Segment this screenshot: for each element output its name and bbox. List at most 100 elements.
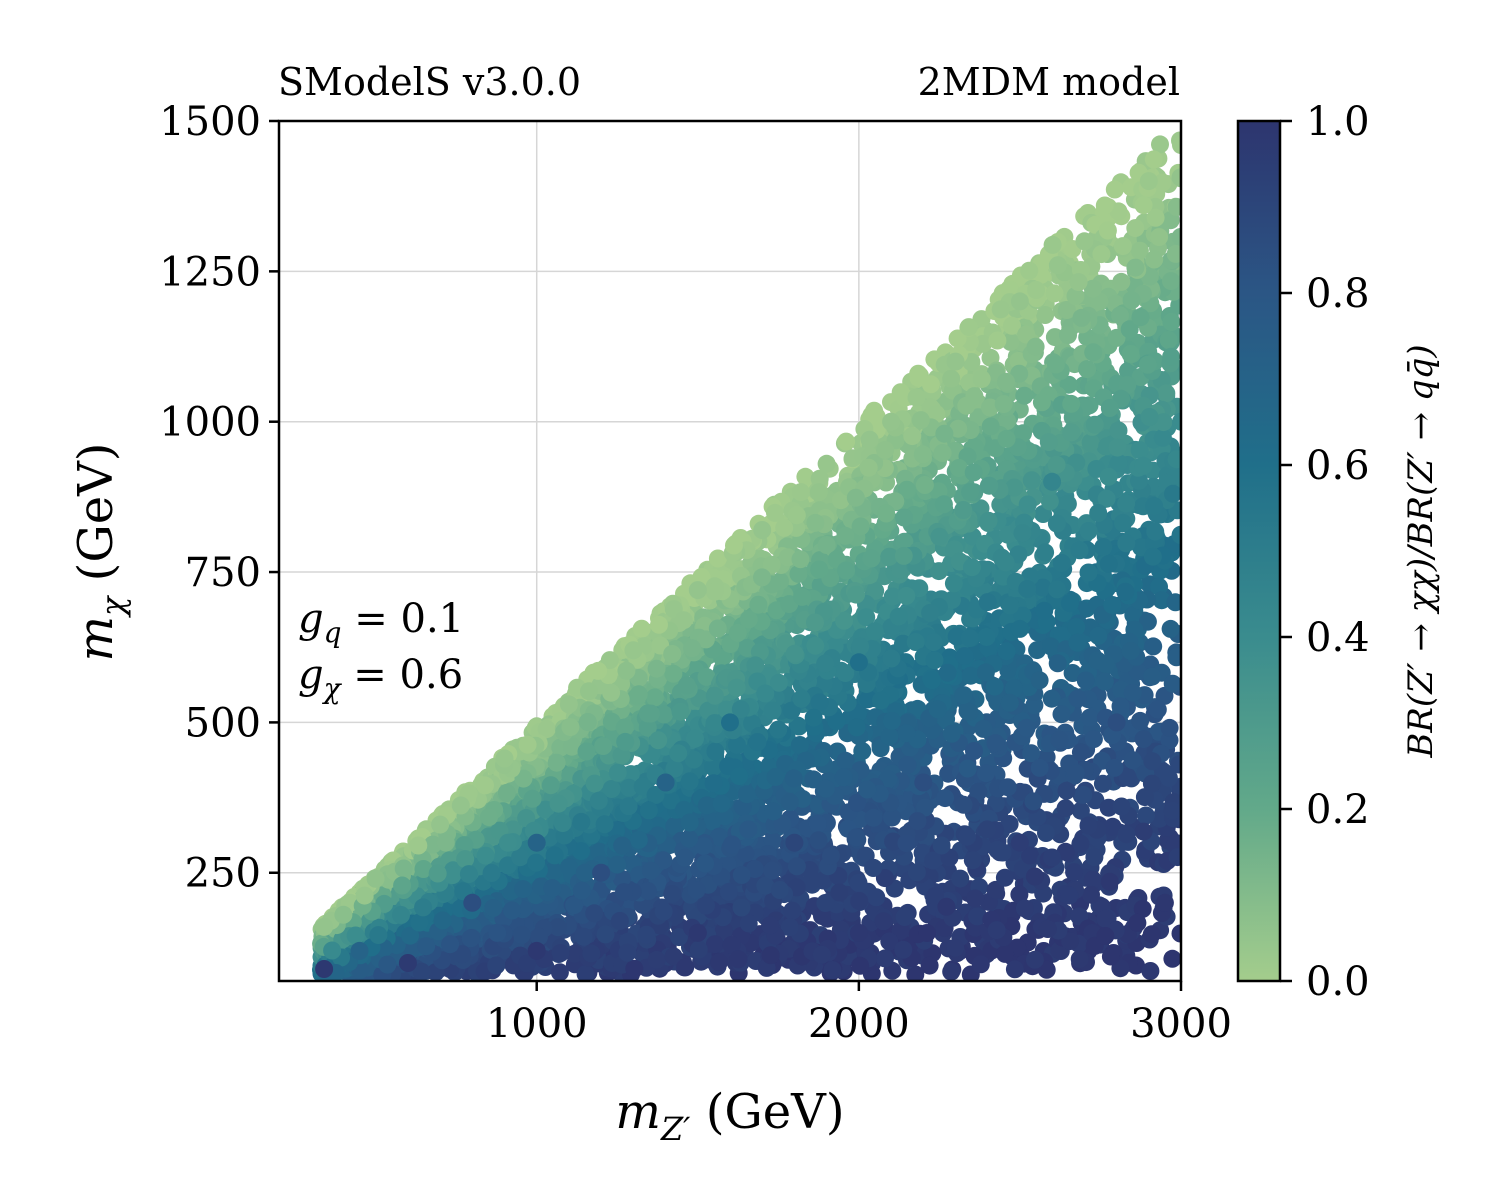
scatter-point [1037,960,1056,979]
scatter-point [906,965,925,981]
scatter-point [929,562,948,581]
scatter-point [1159,331,1178,349]
scatter-point [960,629,979,647]
scatter-point [620,778,638,797]
scatter-point [1000,280,1019,299]
scatter-point [732,898,751,917]
scatter-point [1048,256,1067,275]
scatter-point [1107,328,1126,347]
scatter-point [903,427,922,446]
scatter-point [1042,689,1061,708]
scatter-point [1171,924,1181,943]
scatter-point [550,963,569,981]
scatter-point [1022,471,1041,490]
scatter-point [810,693,829,712]
scatter-point [1028,641,1047,660]
scatter-point [853,742,872,761]
scatter-point [796,467,815,486]
scatter-point [1082,885,1100,904]
scatter-point [1167,198,1181,216]
scatter-point [998,412,1017,430]
scatter-point [1080,708,1099,727]
scatter-point [1141,962,1160,980]
scatter-point [1150,577,1168,596]
scatter-point [1017,718,1036,737]
scatter-point [920,956,939,975]
scatter-point [1112,272,1131,291]
scatter-point [836,751,855,770]
scatter-point [710,953,728,972]
scatter-point [1146,522,1165,541]
scatter-point [1015,386,1034,405]
scatter-point [1099,798,1118,817]
scatter-point [1025,867,1044,886]
scatter-point [1121,345,1140,363]
scatter-point [1135,788,1154,807]
scatter-point [551,944,570,963]
scatter-point [837,432,856,451]
scatter-point [1060,594,1079,613]
scatter-point [883,587,902,606]
scatter-point [1117,534,1136,553]
scatter-point [576,965,595,981]
scatter-point [1085,848,1104,867]
scatter-point [632,619,651,638]
scatter-point [1036,543,1055,562]
scatter-point [827,712,846,731]
scatter-point [1033,578,1052,597]
scatter-point [866,581,885,600]
scatter-point [810,469,829,488]
scatter-point [1060,886,1079,905]
scatter-point [969,782,988,801]
scatter-point [1083,870,1102,889]
scatter-point [1159,768,1178,787]
scatter-point [942,962,961,981]
scatter-point [876,949,894,968]
scatter-point [1138,612,1157,631]
scatter-point [959,318,978,337]
scatter-point [1025,696,1044,715]
scatter-point [1065,863,1084,882]
scatter-point [847,718,866,737]
scatter-point [951,869,970,888]
scatter-point [1035,601,1054,620]
scatter-point [947,627,966,646]
scatter-point [647,950,666,969]
scatter-point [1143,547,1162,566]
scatter-point [1157,384,1176,403]
scatter-point [590,842,609,861]
scatter-point [968,907,987,926]
scatter-point [1096,909,1115,928]
scatter-point [704,758,723,777]
scatter-point [977,628,996,646]
scatter-point [1153,428,1172,447]
scatter-point [867,888,886,907]
scatter-point [727,736,746,754]
scatter-point [1171,228,1181,246]
scatter-point [1041,637,1060,656]
scatter-points [312,131,1181,981]
scatter-point [915,476,934,494]
scatter-point [831,491,850,510]
scatter-point [897,586,916,605]
scatter-point [1070,541,1089,560]
scatter-point [1040,492,1059,511]
scatter-point [714,921,733,940]
scatter-point [1150,228,1169,247]
scatter-point [1059,375,1078,394]
scatter-point [895,532,914,551]
scatter-point [705,935,724,954]
scatter-point [1163,674,1181,693]
scatter-point [1048,580,1067,599]
scatter-point [1094,538,1113,557]
scatter-point [1018,580,1037,598]
title-left: SModelS v3.0.0 [278,60,581,104]
scatter-point [823,961,842,979]
scatter-point [1053,626,1072,645]
scatter-point [898,756,917,774]
scatter-point [665,817,684,835]
title-right: 2MDM model [918,60,1180,104]
scatter-point [1124,606,1143,624]
scatter-point [1134,196,1153,215]
